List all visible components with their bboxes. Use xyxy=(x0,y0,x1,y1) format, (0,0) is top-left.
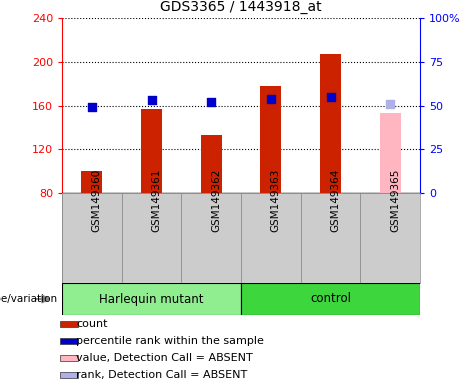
Title: GDS3365 / 1443918_at: GDS3365 / 1443918_at xyxy=(160,0,322,14)
Text: percentile rank within the sample: percentile rank within the sample xyxy=(76,336,264,346)
Point xyxy=(148,97,155,103)
Text: value, Detection Call = ABSENT: value, Detection Call = ABSENT xyxy=(76,353,253,363)
Point xyxy=(386,101,394,107)
Text: control: control xyxy=(310,293,351,306)
Point xyxy=(267,96,274,102)
Bar xyxy=(181,193,241,283)
Text: GSM149362: GSM149362 xyxy=(211,169,221,232)
Bar xyxy=(60,338,78,344)
Text: GSM149363: GSM149363 xyxy=(271,169,281,232)
Bar xyxy=(60,321,78,327)
Bar xyxy=(320,54,341,193)
Bar xyxy=(62,283,241,315)
Point xyxy=(88,104,95,110)
Bar xyxy=(82,171,102,193)
Text: count: count xyxy=(76,319,107,329)
Bar xyxy=(122,193,181,283)
Bar xyxy=(141,109,162,193)
Text: rank, Detection Call = ABSENT: rank, Detection Call = ABSENT xyxy=(76,371,247,381)
Text: GSM149360: GSM149360 xyxy=(92,169,102,232)
Text: genotype/variation: genotype/variation xyxy=(0,294,57,304)
Bar xyxy=(62,193,122,283)
Point xyxy=(327,94,334,100)
Bar xyxy=(301,193,361,283)
Bar xyxy=(361,193,420,283)
Bar xyxy=(260,86,281,193)
Bar xyxy=(60,372,78,379)
Bar xyxy=(60,355,78,361)
Point xyxy=(207,99,215,105)
Bar xyxy=(380,113,401,193)
Text: GSM149364: GSM149364 xyxy=(331,169,341,232)
Text: GSM149365: GSM149365 xyxy=(390,169,400,232)
Text: GSM149361: GSM149361 xyxy=(152,169,161,232)
Text: Harlequin mutant: Harlequin mutant xyxy=(99,293,204,306)
Bar xyxy=(241,283,420,315)
Bar xyxy=(241,193,301,283)
Bar xyxy=(201,135,222,193)
